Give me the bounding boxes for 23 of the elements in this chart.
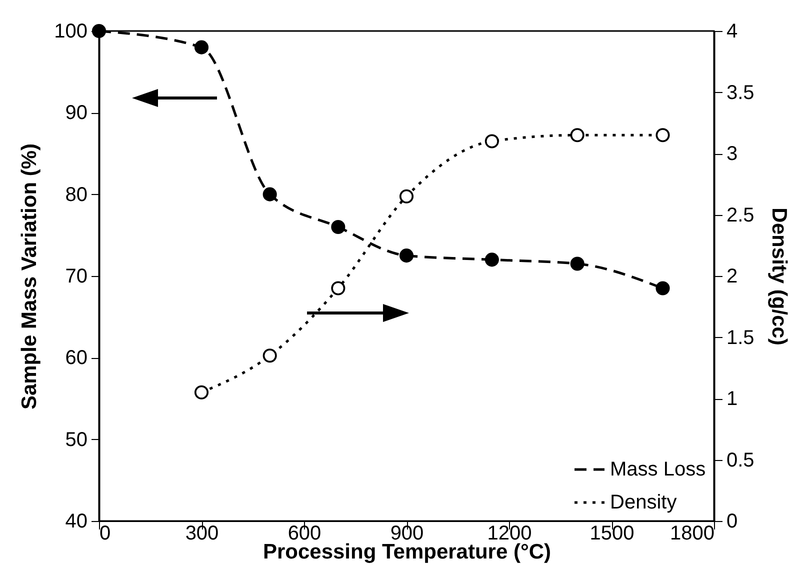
y2-tick-label: 0.5 [726,449,754,472]
x-tick-label: 300 [185,522,219,544]
y2-tick-label: 1.5 [726,326,754,349]
x-tick-label: 0 [100,522,111,544]
y2-tick-label: 3 [726,143,738,165]
y-tick-label: 100 [54,20,88,42]
y2-tick-label: 4 [726,20,738,42]
y-tick-label: 70 [65,266,88,288]
y-tick-label: 40 [65,510,88,532]
y2-tick-label: 1 [726,388,738,410]
y-tick-label: 80 [65,184,88,206]
y-tick-label: 90 [65,102,88,124]
y2-tick-label: 2.5 [726,204,754,226]
legend-label: Mass Loss [610,458,706,480]
y-tick-label: 50 [65,428,88,451]
y2-tick-label: 2 [726,266,738,288]
x-tick-label: 1800 [670,522,714,544]
y2-axis-title: Density (g/cc) [767,208,790,346]
legend-label: Density [610,492,677,514]
y-tick-label: 60 [65,347,88,370]
y2-tick-label: 3.5 [726,82,754,104]
y-axis-title: Sample Mass Variation (%) [18,143,42,410]
x-tick-label: 1500 [590,522,634,544]
